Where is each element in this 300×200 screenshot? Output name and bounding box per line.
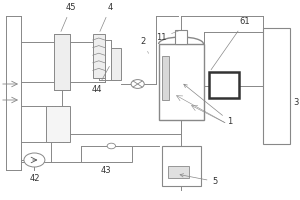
- Text: 3: 3: [293, 98, 299, 107]
- Bar: [162, 56, 169, 100]
- Circle shape: [107, 143, 116, 149]
- Text: 45: 45: [61, 3, 76, 31]
- Text: 43: 43: [101, 166, 112, 175]
- Bar: [209, 72, 239, 98]
- Bar: [162, 146, 200, 186]
- Text: 5: 5: [180, 174, 218, 186]
- Text: 44: 44: [91, 66, 110, 94]
- Text: 11: 11: [156, 31, 178, 42]
- Text: 61: 61: [211, 17, 250, 70]
- Text: 4: 4: [100, 3, 113, 31]
- Bar: [111, 48, 121, 80]
- Bar: [263, 28, 290, 144]
- Bar: [168, 166, 188, 178]
- Bar: [81, 146, 132, 162]
- Bar: [93, 34, 105, 78]
- Text: 2: 2: [141, 37, 148, 53]
- Circle shape: [24, 153, 45, 167]
- Circle shape: [131, 80, 144, 88]
- Bar: [175, 30, 187, 44]
- Bar: [54, 34, 70, 90]
- Text: 42: 42: [29, 174, 40, 183]
- Text: 1: 1: [184, 84, 233, 126]
- Bar: [46, 106, 70, 142]
- Bar: [159, 44, 203, 120]
